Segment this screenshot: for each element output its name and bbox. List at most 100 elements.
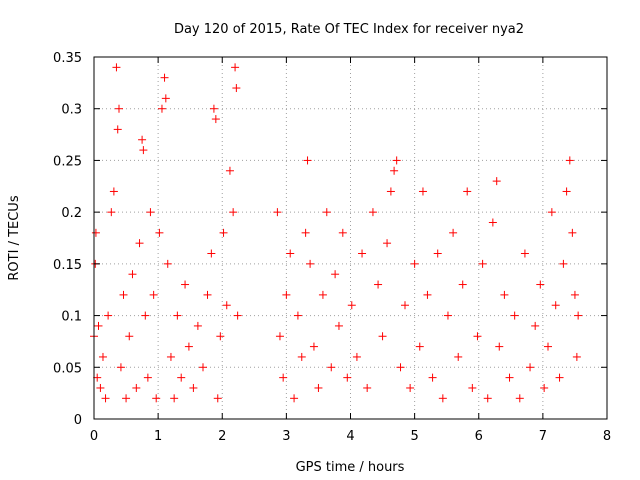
data-point — [209, 104, 218, 113]
data-point — [390, 166, 399, 175]
data-point — [495, 342, 504, 351]
data-point — [96, 383, 105, 392]
data-point — [301, 228, 310, 237]
data-point — [559, 259, 568, 268]
data-point — [343, 373, 352, 382]
data-point — [229, 208, 238, 217]
data-point — [91, 228, 100, 237]
data-point — [98, 352, 107, 361]
data-point — [363, 383, 372, 392]
y-axis-label: ROTI / TECUs — [7, 195, 22, 280]
data-point — [161, 94, 170, 103]
data-point — [500, 290, 509, 299]
data-point — [177, 373, 186, 382]
data-point — [290, 394, 299, 403]
data-point — [128, 270, 137, 279]
data-point — [568, 228, 577, 237]
data-point — [122, 394, 131, 403]
data-point — [468, 383, 477, 392]
data-point — [410, 259, 419, 268]
data-point — [551, 301, 560, 310]
data-point — [415, 342, 424, 351]
y-tick-labels: 0 0.05 0.1 0.15 0.2 0.25 0.3 0.35 — [53, 51, 82, 428]
data-point — [526, 363, 535, 372]
data-point — [303, 156, 312, 165]
data-point — [219, 228, 228, 237]
data-point — [157, 104, 166, 113]
data-point — [173, 311, 182, 320]
data-point — [141, 311, 150, 320]
data-point — [309, 342, 318, 351]
data-point — [152, 394, 161, 403]
data-point — [520, 249, 529, 258]
data-point — [510, 311, 519, 320]
data-point — [181, 280, 190, 289]
data-point — [125, 332, 134, 341]
data-point — [101, 394, 110, 403]
data-point — [358, 249, 367, 258]
y-tick-label: 0 — [74, 413, 82, 428]
data-point — [428, 373, 437, 382]
data-point — [473, 332, 482, 341]
y-tick-label: 0.05 — [53, 361, 82, 376]
x-tick-label: 4 — [346, 429, 354, 444]
data-point — [273, 208, 282, 217]
data-point — [378, 332, 387, 341]
data-point — [438, 394, 447, 403]
y-tick-label: 0.25 — [53, 154, 82, 169]
data-point — [231, 63, 240, 72]
x-tick-label: 0 — [90, 429, 98, 444]
data-point — [149, 290, 158, 299]
data-point — [565, 156, 574, 165]
x-tick-label: 2 — [218, 429, 226, 444]
data-point — [222, 301, 231, 310]
x-tick-label: 3 — [282, 429, 290, 444]
data-point — [232, 84, 241, 93]
data-point — [368, 208, 377, 217]
data-point — [572, 352, 581, 361]
data-point — [352, 352, 361, 361]
data-point — [540, 383, 549, 392]
data-point — [383, 239, 392, 248]
data-point — [306, 259, 315, 268]
data-point — [119, 290, 128, 299]
data-point — [314, 383, 323, 392]
data-point — [562, 187, 571, 196]
data-point — [116, 363, 125, 372]
data-points — [90, 63, 583, 403]
data-point — [143, 373, 152, 382]
data-point — [166, 352, 175, 361]
y-tick-label: 0.2 — [61, 206, 82, 221]
data-point — [211, 115, 220, 124]
x-tick-label: 6 — [475, 429, 483, 444]
data-point — [282, 290, 291, 299]
data-point — [449, 228, 458, 237]
data-point — [570, 290, 579, 299]
data-point — [279, 373, 288, 382]
data-point — [135, 239, 144, 248]
plot-frame — [93, 56, 608, 420]
data-point — [113, 125, 122, 134]
data-point — [531, 321, 540, 330]
data-point — [107, 208, 116, 217]
data-point — [423, 290, 432, 299]
data-point — [146, 208, 155, 217]
x-tick-label: 1 — [154, 429, 162, 444]
data-point — [216, 332, 225, 341]
data-point — [574, 311, 583, 320]
x-tick-label: 7 — [539, 429, 547, 444]
data-point — [322, 208, 331, 217]
data-point — [392, 156, 401, 165]
data-point — [160, 73, 169, 82]
data-point — [318, 290, 327, 299]
data-point — [505, 373, 514, 382]
x-tick-label: 8 — [603, 429, 611, 444]
y-tick-label: 0.35 — [53, 51, 82, 66]
data-point — [132, 383, 141, 392]
data-point — [275, 332, 284, 341]
data-point — [170, 394, 179, 403]
x-tick-label: 5 — [410, 429, 418, 444]
data-point — [443, 311, 452, 320]
data-point — [193, 321, 202, 330]
data-point — [555, 373, 564, 382]
